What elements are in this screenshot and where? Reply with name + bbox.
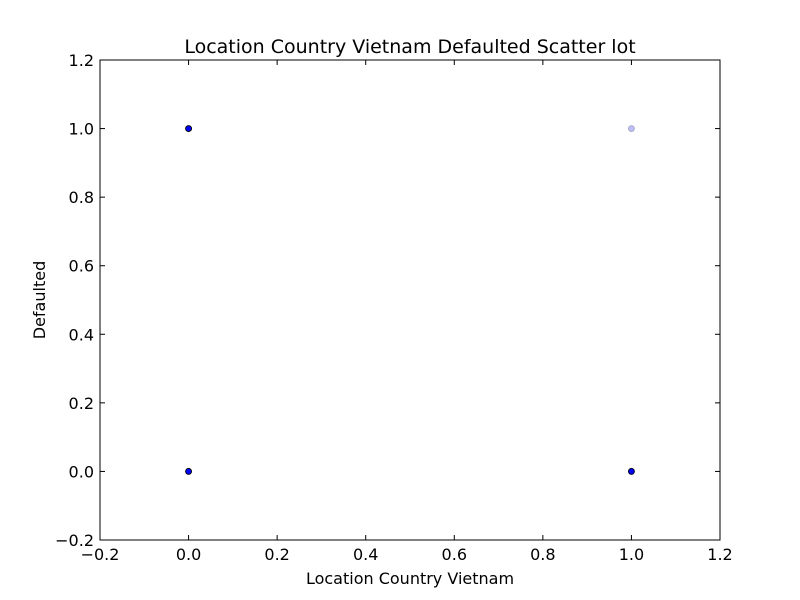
x-tick-label: 0.2 (264, 545, 289, 564)
scatter-point (627, 467, 635, 475)
y-axis-label: Defaulted (30, 261, 49, 339)
y-tick-label: 0.6 (69, 257, 94, 276)
y-tick-label: 1.2 (69, 51, 94, 70)
y-tick-label: −0.2 (55, 531, 94, 550)
x-tick-label: 1.2 (707, 545, 732, 564)
scatter-point (185, 467, 193, 475)
y-tick-label: 0.2 (69, 394, 94, 413)
scatter-point (627, 125, 635, 133)
y-tick-label: 0.0 (69, 462, 94, 481)
x-tick-label: −0.2 (81, 545, 120, 564)
points-layer (185, 125, 635, 475)
y-tick-label: 1.0 (69, 120, 94, 139)
plot-area-frame (99, 59, 721, 541)
chart-title: Location Country Vietnam Defaulted Scatt… (184, 36, 635, 58)
x-tick-label: 0.6 (442, 545, 467, 564)
x-tick-label: 0.8 (530, 545, 555, 564)
y-tick-label: 0.4 (69, 325, 94, 344)
scatter-point (185, 125, 193, 133)
x-tick-label: 1.0 (619, 545, 644, 564)
x-tick-label: 0.0 (176, 545, 201, 564)
x-axis-label: Location Country Vietnam (306, 569, 514, 588)
y-tick-label: 0.8 (69, 188, 94, 207)
ticks-layer: −0.2 0.0 0.2 0.4 0.6 0.8 1.0 1.2 −0.2 0.0 0.2 0.4 0.… (55, 51, 733, 564)
x-tick-label: 0.4 (353, 545, 378, 564)
